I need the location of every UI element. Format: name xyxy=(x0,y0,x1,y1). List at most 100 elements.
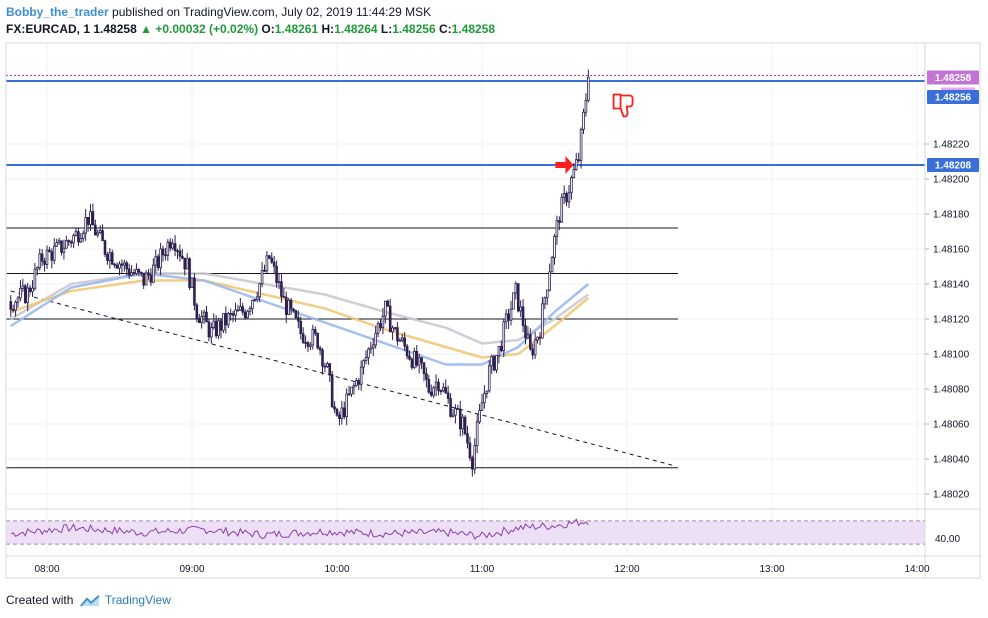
time-tick-label: 09:00 xyxy=(179,564,204,575)
candle-body xyxy=(135,268,138,274)
candle-body xyxy=(533,339,537,356)
candle-body xyxy=(118,263,121,269)
price-tick-label: 1.48020 xyxy=(933,490,970,501)
candle-body xyxy=(202,311,206,317)
candle-body xyxy=(335,408,339,416)
candle-body xyxy=(333,406,336,410)
candle-body xyxy=(173,243,177,252)
price-tick-label: 1.48120 xyxy=(933,315,970,326)
candle-body xyxy=(321,349,324,367)
candle-body xyxy=(123,262,126,266)
candle-body xyxy=(81,232,85,239)
candle-body xyxy=(50,251,54,261)
candle-body xyxy=(398,339,402,342)
horizontal-levels[interactable] xyxy=(6,75,925,469)
candle-body xyxy=(490,356,493,367)
candle-body xyxy=(434,381,438,389)
price-axis[interactable]: 1.48020 1.48040 1.48060 1.48080 1.48100 1.481… xyxy=(925,140,970,545)
candle-body xyxy=(69,241,73,244)
candle-body xyxy=(176,250,179,253)
candle-body xyxy=(468,442,472,459)
candle-body xyxy=(55,242,58,247)
candle-body xyxy=(62,247,66,253)
candle-body xyxy=(502,321,506,352)
candle-body xyxy=(258,283,261,298)
candle-body xyxy=(328,363,332,376)
candle-body xyxy=(403,337,406,347)
candle-body xyxy=(57,240,61,244)
low-value: 1.48256 xyxy=(392,22,436,36)
candle-body xyxy=(301,333,305,343)
price-tag xyxy=(927,90,979,104)
candle-body xyxy=(555,220,559,237)
candle-body xyxy=(106,253,109,261)
chart-grid xyxy=(6,43,925,554)
candle-body xyxy=(316,333,319,349)
candle-body xyxy=(391,327,394,333)
candle-body xyxy=(495,355,498,371)
candlestick-series[interactable] xyxy=(9,69,590,477)
candle-body xyxy=(277,281,281,284)
rsi-pane[interactable] xyxy=(6,518,925,545)
candle-body xyxy=(77,231,80,243)
candle-body xyxy=(243,311,247,319)
candle-body xyxy=(548,271,551,291)
candle-body xyxy=(545,289,549,299)
candle-body xyxy=(40,253,44,262)
candle-body xyxy=(413,350,416,368)
candle-body xyxy=(393,327,397,330)
chart-frame xyxy=(5,42,981,579)
price-tick-label: 1.48180 xyxy=(933,210,970,221)
price-tick-label: 1.48140 xyxy=(933,280,970,291)
candle-body xyxy=(408,355,411,360)
candle-body xyxy=(584,100,588,113)
candle-body xyxy=(130,272,133,276)
candle-body xyxy=(541,303,544,339)
candle-body xyxy=(562,193,566,198)
price-tag-label: 1.48256 xyxy=(935,93,972,104)
candle-body xyxy=(137,268,141,273)
candle-body xyxy=(456,408,460,410)
tradingview-link[interactable]: TradingView xyxy=(104,593,171,607)
candle-body xyxy=(280,281,283,297)
candle-body xyxy=(164,254,167,257)
candle-body xyxy=(374,332,377,346)
candle-body xyxy=(364,356,368,361)
candle-body xyxy=(65,240,68,249)
candle-body xyxy=(9,301,13,310)
candle-body xyxy=(587,77,590,101)
open-value: 1.48261 xyxy=(274,22,319,36)
candle-body xyxy=(558,220,561,223)
time-tick-label: 08:00 xyxy=(34,564,59,575)
candle-body xyxy=(188,258,191,288)
candle-body xyxy=(439,390,443,392)
candle-body xyxy=(553,236,556,259)
candle-body xyxy=(444,387,448,394)
candle-body xyxy=(270,257,274,263)
moving-average-line xyxy=(10,279,590,359)
candle-body xyxy=(84,217,87,234)
time-axis[interactable]: 08:00 09:00 10:00 11:00 12:00 13:00 14:00 xyxy=(34,564,929,575)
candle-body xyxy=(359,366,363,385)
candle-body xyxy=(560,196,564,223)
candle-body xyxy=(483,392,486,404)
symbol-label[interactable]: FX:EURCAD, 1 xyxy=(6,22,91,36)
rsi-band xyxy=(6,520,925,545)
candle-body xyxy=(185,258,189,270)
candle-body xyxy=(144,272,148,286)
tradingview-logo-icon xyxy=(79,595,100,607)
candle-body xyxy=(471,457,474,470)
candle-body xyxy=(89,211,92,225)
candle-body xyxy=(154,256,158,266)
candle-body xyxy=(253,299,257,301)
candle-body xyxy=(384,300,387,317)
candle-body xyxy=(292,308,295,312)
candle-body xyxy=(454,408,457,416)
author-name[interactable]: Bobby_the_trader xyxy=(6,5,109,19)
candle-body xyxy=(101,230,104,242)
candle-body xyxy=(60,240,63,253)
candle-body xyxy=(574,159,578,170)
candle-body xyxy=(492,356,496,371)
